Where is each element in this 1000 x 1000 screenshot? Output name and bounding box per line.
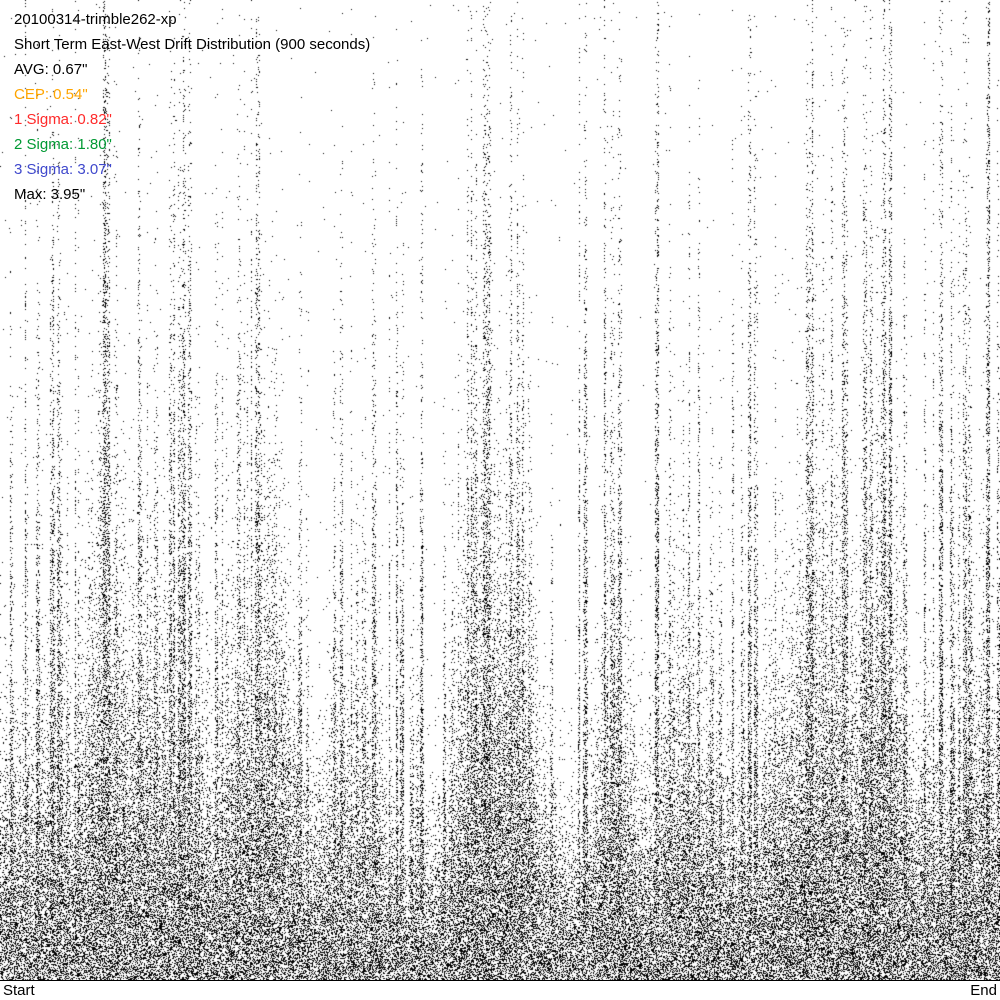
stat-cep-label: CEP: 0.54" [14, 86, 88, 103]
stat-max-label: Max: 3.95" [14, 186, 86, 203]
x-axis-line [0, 980, 1000, 981]
x-axis-end-label: End [970, 982, 997, 999]
stat-2sigma-label: 2 Sigma: 1.80" [14, 136, 112, 153]
x-axis-labels: Start End [0, 981, 1000, 1000]
stat-avg-label: AVG: 0.67" [14, 61, 88, 78]
stat-3sigma-label: 3 Sigma: 3.07" [14, 161, 112, 178]
chart-title: Short Term East-West Drift Distribution … [14, 36, 371, 53]
x-axis-start-label: Start [3, 982, 35, 999]
stats-overlay: 20100314-trimble262-xp Short Term East-W… [14, 7, 370, 207]
stat-1sigma-label: 1 Sigma: 0.82" [14, 111, 112, 128]
dataset-id-label: 20100314-trimble262-xp [14, 11, 177, 28]
